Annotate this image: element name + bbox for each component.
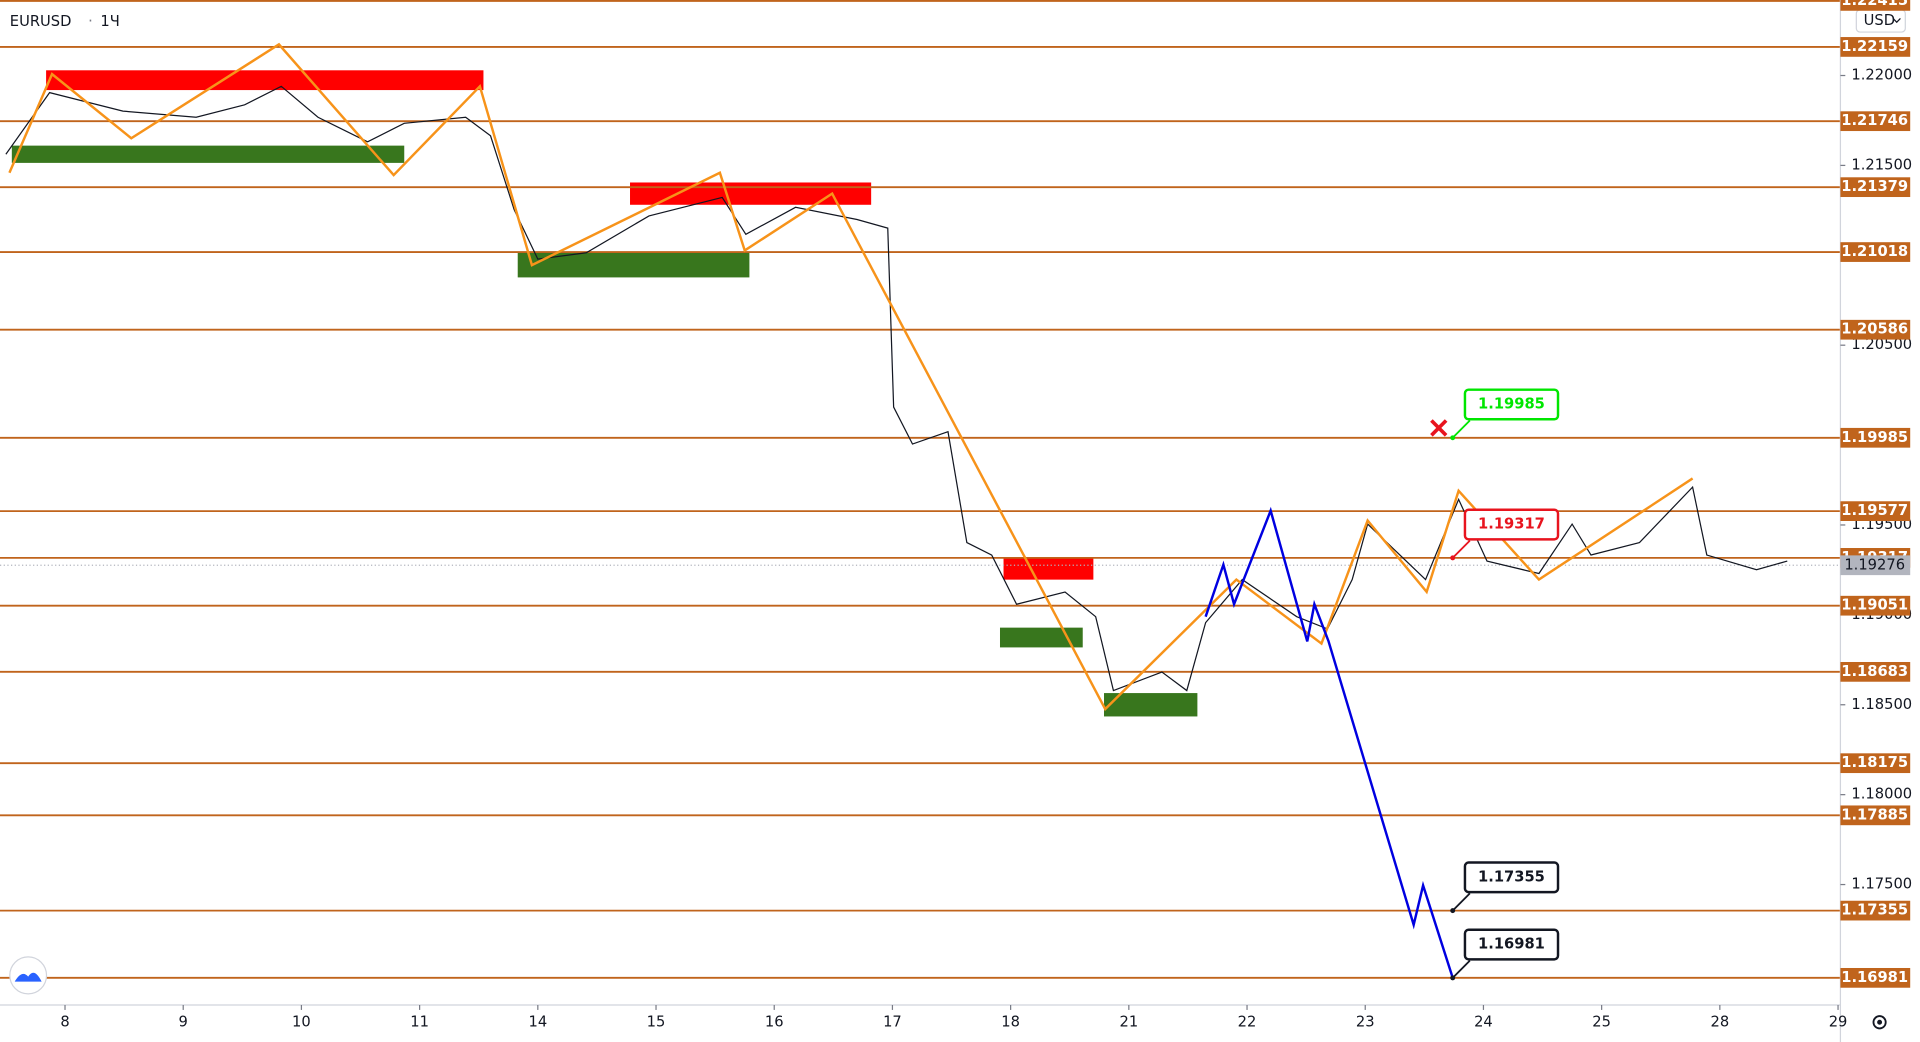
callout-label: 1.19317 (1478, 516, 1545, 533)
y-tick-label: 1.22000 (1851, 66, 1912, 83)
settings-icon[interactable] (1872, 1015, 1887, 1030)
level-label-box (1840, 900, 1911, 921)
y-tick-label: 1.17500 (1851, 876, 1912, 893)
callout-label: 1.19985 (1478, 395, 1545, 412)
separator: · (88, 13, 93, 30)
current-price-box (1840, 555, 1911, 576)
level-label-box (1840, 242, 1911, 262)
zone (1003, 557, 1094, 580)
level-label: 1.22159 (1841, 38, 1908, 55)
x-tick-label: 22 (1238, 1013, 1257, 1030)
y-tick-label: 1.21500 (1851, 156, 1912, 173)
x-tick-label: 17 (883, 1013, 902, 1030)
level-label: 1.19051 (1841, 597, 1908, 614)
level-label: 1.17355 (1841, 902, 1908, 919)
level-label-box (1840, 753, 1911, 774)
current-price-label: 1.19276 (1844, 556, 1905, 573)
logo[interactable] (9, 956, 48, 995)
level-label-box (1840, 661, 1911, 682)
level-label-box (1840, 501, 1911, 521)
x-tick-label: 15 (647, 1013, 666, 1030)
callout-pointer (1452, 539, 1471, 559)
callout-box (1463, 388, 1560, 421)
level-label-box (1840, 37, 1911, 57)
level-label: 1.19985 (1841, 429, 1908, 446)
dropdown-arrow (1892, 18, 1901, 24)
level-label: 1.21018 (1841, 243, 1908, 260)
zone (11, 145, 405, 163)
level-label: 1.16981 (1841, 969, 1908, 986)
x-tick-label: 29 (1829, 1013, 1848, 1030)
level-label-box (1840, 177, 1911, 198)
callout-dot (1450, 555, 1456, 561)
callout-box (1463, 508, 1560, 541)
symbol-bg (0, 4, 138, 37)
level-label-box (1840, 805, 1911, 826)
zigzag-line (8, 42, 1694, 712)
callout-dot (1450, 435, 1456, 441)
callout-pointer (1452, 959, 1471, 979)
level-label: 1.21746 (1841, 112, 1908, 129)
symbol[interactable]: EURUSD (10, 13, 72, 30)
level-label: 1.19577 (1841, 502, 1908, 519)
level-label-box (1840, 319, 1911, 340)
x-tick-label: 25 (1592, 1013, 1611, 1030)
level-label-box (1840, 111, 1911, 132)
interval[interactable]: 1Ч (100, 13, 119, 30)
x-tick-label: 28 (1711, 1013, 1730, 1030)
cross-icon (1430, 419, 1448, 437)
y-tick-label: 1.18000 (1851, 786, 1912, 803)
callout-pointer (1452, 419, 1471, 439)
level-label: 1.21379 (1841, 178, 1908, 195)
zone (46, 70, 484, 91)
level-label-box (1840, 595, 1911, 616)
x-tick-label: 24 (1474, 1013, 1493, 1030)
level-label-box (1840, 427, 1911, 448)
y-tick-label: 1.20500 (1851, 336, 1912, 353)
callout-box (1463, 861, 1560, 894)
x-tick-label: 8 (60, 1013, 69, 1030)
callout-pointer (1452, 892, 1471, 912)
callout-label: 1.17355 (1478, 868, 1545, 885)
level-label-box (1840, 967, 1911, 988)
x-tick-label: 21 (1119, 1013, 1138, 1030)
level-label: 1.22415 (1841, 0, 1908, 9)
price-line (5, 85, 1788, 692)
x-tick-label: 11 (410, 1013, 429, 1030)
callout-dot (1450, 908, 1456, 914)
callout-box (1463, 928, 1560, 961)
x-tick-label: 9 (179, 1013, 188, 1030)
callout-label: 1.16981 (1478, 936, 1545, 953)
level-label: 1.20586 (1841, 321, 1908, 338)
x-tick-label: 23 (1356, 1013, 1375, 1030)
zone (1104, 693, 1198, 717)
x-tick-label: 10 (292, 1013, 311, 1030)
x-tick-label: 16 (765, 1013, 784, 1030)
x-tick-label: 14 (528, 1013, 547, 1030)
callout-dot (1450, 975, 1456, 981)
zone (517, 251, 750, 278)
y-tick-label: 1.18500 (1851, 696, 1912, 713)
currency[interactable]: USD (1864, 12, 1895, 29)
level-label: 1.18683 (1841, 663, 1908, 680)
x-tick-label: 18 (1001, 1013, 1020, 1030)
projection-line (1204, 506, 1454, 979)
zone (999, 627, 1083, 648)
level-label-box (1840, 0, 1911, 11)
level-label: 1.17885 (1841, 806, 1908, 823)
level-label: 1.18175 (1841, 754, 1908, 771)
plot-area: 1.19985 1.19317 1.17355 1.16981 (0, 0, 1841, 981)
